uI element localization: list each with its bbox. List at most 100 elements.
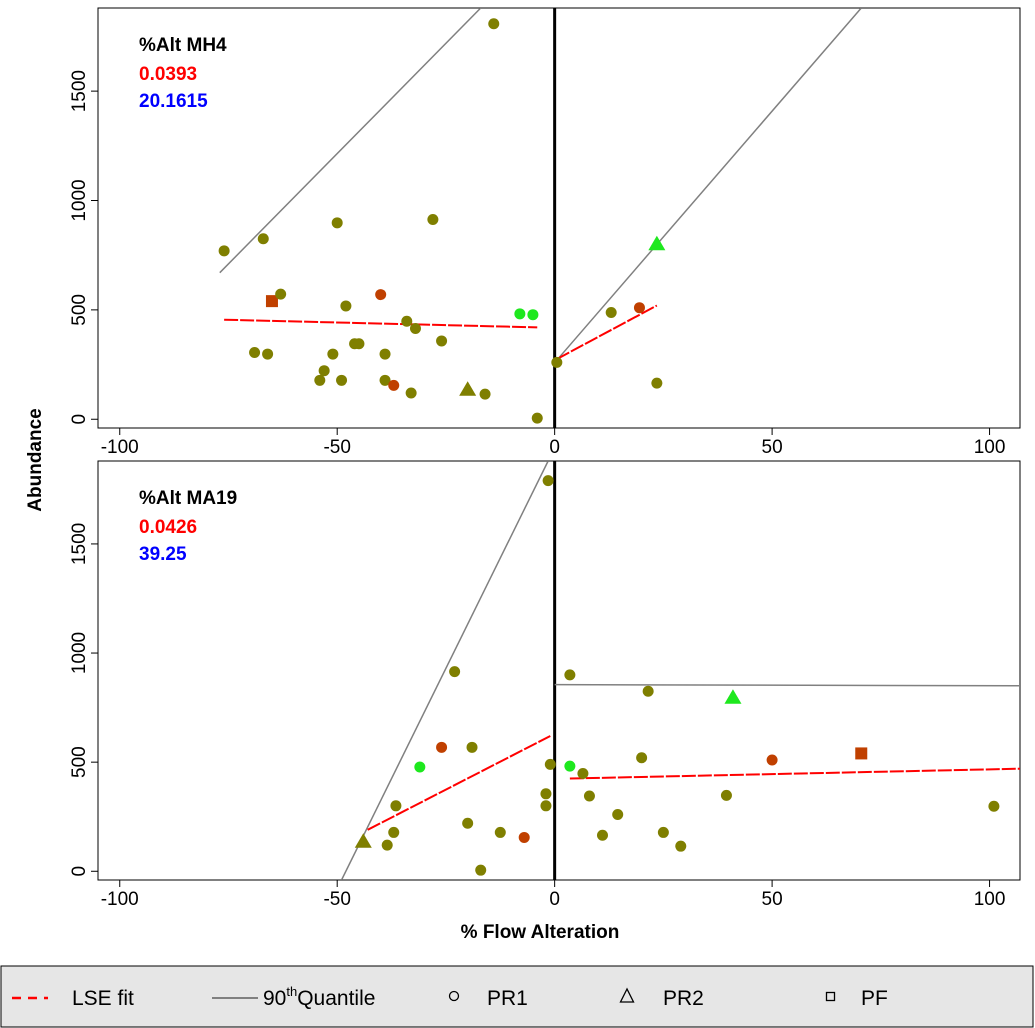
legend-pr2-label: PR2 — [663, 987, 704, 1010]
bottom-point-pr1 — [564, 669, 576, 681]
top-y-tick-label: 500 — [69, 294, 90, 326]
bottom-point-pr1 — [436, 741, 448, 753]
top-point-pr1 — [633, 302, 645, 314]
bottom-point-pr1 — [540, 788, 552, 800]
top-point-pr1 — [488, 18, 500, 30]
top-point-pr1 — [275, 288, 287, 300]
bottom-point-pr1 — [494, 826, 506, 838]
legend-quantile-suffix: Quantile — [297, 987, 375, 1010]
legend-pr2-symbol — [619, 987, 635, 1003]
bottom-y-tick-label: 0 — [69, 866, 90, 877]
top-point-pr2 — [459, 381, 477, 396]
top-plot-area — [218, 8, 862, 428]
top-point-pr1 — [605, 307, 617, 318]
top-point-pr1 — [436, 335, 448, 347]
top-point-pr1 — [388, 379, 400, 391]
top-point-pr1 — [340, 300, 352, 312]
bottom-plot-area — [340, 461, 1020, 880]
top-point-pr1 — [314, 374, 326, 386]
bottom-x-tick-label: 50 — [762, 889, 783, 910]
bottom-point-pr1 — [583, 790, 595, 802]
top-quantile-line — [556, 8, 862, 361]
bottom-point-pr1 — [675, 840, 687, 852]
legend-box — [0, 965, 1034, 1028]
bottom-lse-line — [569, 767, 1020, 780]
top-point-pr1 — [353, 338, 365, 350]
bottom-point-pr1 — [596, 829, 608, 841]
bottom-point-pr1 — [449, 666, 461, 678]
bottom-x-tick-label: 100 — [974, 889, 1006, 910]
top-point-pr1 — [551, 356, 563, 368]
bottom-point-pr2 — [724, 689, 742, 704]
bottom-point-pr1 — [657, 826, 669, 838]
top-quantile-line — [219, 8, 482, 274]
bottom-annotation-title: %Alt MA19 — [139, 488, 237, 509]
legend-lse-label: LSE fit — [72, 987, 134, 1010]
bottom-x-tick-label: 0 — [549, 889, 560, 910]
top-point-pr2 — [648, 235, 666, 251]
top-x-tick-label: -50 — [323, 437, 350, 458]
bottom-point-pr1 — [390, 800, 402, 812]
bottom-point-pr1 — [642, 685, 654, 697]
bottom-point-pr1 — [766, 754, 778, 766]
bottom-point-pr1 — [540, 800, 552, 812]
bottom-point-pr1 — [466, 741, 478, 753]
top-point-pr1 — [331, 217, 343, 229]
bottom-x-tick-label: -100 — [101, 889, 139, 910]
top-point-pr1 — [327, 348, 339, 360]
top-annotation-title: %Alt MH4 — [139, 35, 227, 56]
top-annotation-blue-value: 20.1615 — [139, 91, 208, 112]
bottom-point-pr1 — [475, 864, 487, 876]
legend-pr1-label: PR1 — [487, 987, 528, 1010]
top-point-pr1 — [427, 214, 439, 226]
top-point-pr1 — [409, 322, 421, 334]
top-lse-line — [224, 318, 538, 329]
top-x-tick-label: 50 — [762, 437, 783, 458]
top-y-tick-label: 1500 — [69, 70, 90, 112]
bottom-annotation-red-value: 0.0426 — [139, 517, 197, 538]
top-point-pr1 — [375, 289, 387, 301]
y-axis-label: Abundance — [25, 408, 46, 511]
legend-pr1-symbol — [448, 990, 460, 1002]
bottom-point-pf — [855, 747, 868, 760]
top-x-tick-label: 0 — [549, 437, 560, 458]
bottom-lse-line — [367, 735, 551, 831]
bottom-point-pr2 — [354, 833, 372, 848]
top-point-pr1 — [514, 308, 526, 320]
legend: LSE fit 90thQuantile PR1 PR2 PF — [0, 965, 1034, 1028]
top-y-tick-label: 1000 — [69, 179, 90, 221]
top-point-pr1 — [336, 374, 348, 386]
top-point-pr1 — [479, 388, 491, 400]
top-x-tick-label: -100 — [101, 437, 139, 458]
legend-quantile-prefix: 90 — [263, 987, 286, 1010]
bottom-point-pr1 — [988, 800, 1000, 812]
top-x-tick-label: 100 — [974, 437, 1006, 458]
top-point-pr1 — [257, 233, 269, 245]
bottom-point-pr1 — [414, 761, 426, 773]
top-point-pr1 — [401, 315, 413, 327]
bottom-quantile-line — [340, 461, 549, 880]
bottom-quantile-line — [554, 683, 1020, 687]
bottom-point-pr1 — [720, 789, 732, 801]
top-point-pr1 — [379, 374, 391, 386]
bottom-annotation-blue-value: 39.25 — [139, 544, 187, 565]
top-point-pr1 — [527, 309, 539, 321]
top-point-pr1 — [249, 347, 261, 359]
bottom-point-pr1 — [577, 768, 589, 780]
top-point-pf — [265, 295, 278, 308]
legend-pf-label: PF — [861, 987, 888, 1010]
bottom-point-pr1 — [544, 758, 556, 770]
bottom-point-pr1 — [636, 752, 648, 764]
bottom-y-tick-label: 1000 — [69, 632, 90, 674]
top-point-pr1 — [318, 365, 330, 377]
top-point-pr1 — [651, 377, 663, 389]
bottom-x-tick-label: -50 — [323, 889, 350, 910]
top-point-pr1 — [379, 348, 391, 360]
bottom-point-pr1 — [462, 817, 474, 829]
legend-quantile-label: 90thQuantile — [263, 984, 375, 1010]
top-y-tick-label: 0 — [69, 414, 90, 425]
x-axis-label: % Flow Alteration — [461, 922, 620, 943]
bottom-point-pr1 — [564, 760, 576, 772]
